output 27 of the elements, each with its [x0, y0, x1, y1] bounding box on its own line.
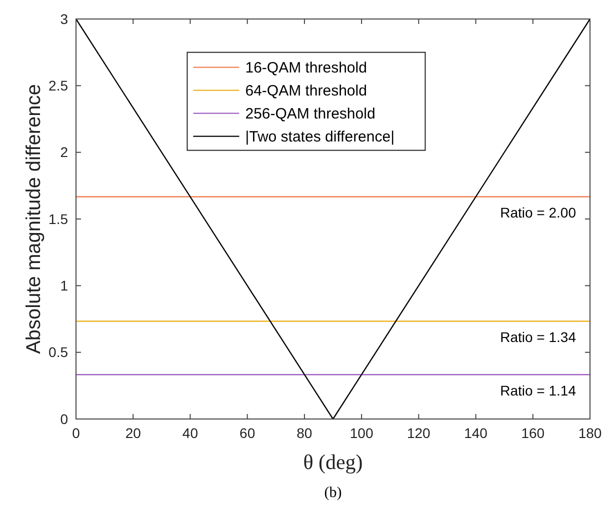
y-tick-label: 1	[60, 278, 68, 294]
x-tick-label: 20	[125, 425, 142, 441]
x-tick-label: 80	[296, 425, 312, 441]
annotation: Ratio = 2.00	[500, 204, 576, 221]
y-axis-title: Absolute magnitude difference	[23, 84, 45, 354]
y-tick-label: 1.5	[48, 210, 68, 227]
x-tick-label: 60	[240, 425, 256, 441]
x-tick-label: 100	[350, 425, 374, 441]
y-tick-label: 0.5	[48, 344, 68, 360]
legend-label: 256-QAM threshold	[245, 106, 376, 123]
y-tick-label: 2	[60, 144, 68, 160]
legend-label: |Two states difference|	[245, 128, 394, 146]
y-tick-label: 2.5	[48, 78, 68, 94]
text: (b)	[324, 485, 342, 501]
annotation: Ratio = 1.14	[500, 382, 576, 398]
legend-label: 16-QAM threshold	[245, 60, 367, 77]
y-tick-label: 0	[60, 410, 68, 427]
y-tick-label: 3	[60, 10, 68, 27]
x-tick-label: 180	[578, 425, 602, 441]
x-tick-label: 0	[72, 425, 80, 441]
x-tick-label: 120	[406, 425, 431, 441]
x-tick-label: 140	[464, 425, 488, 441]
x-axis-title: θ (deg)	[303, 450, 363, 474]
x-tick-label: 160	[521, 425, 545, 441]
x-tick-label: 40	[182, 425, 198, 441]
annotation: Ratio = 1.34	[500, 329, 576, 346]
legend-label: 64-QAM threshold	[245, 82, 367, 100]
